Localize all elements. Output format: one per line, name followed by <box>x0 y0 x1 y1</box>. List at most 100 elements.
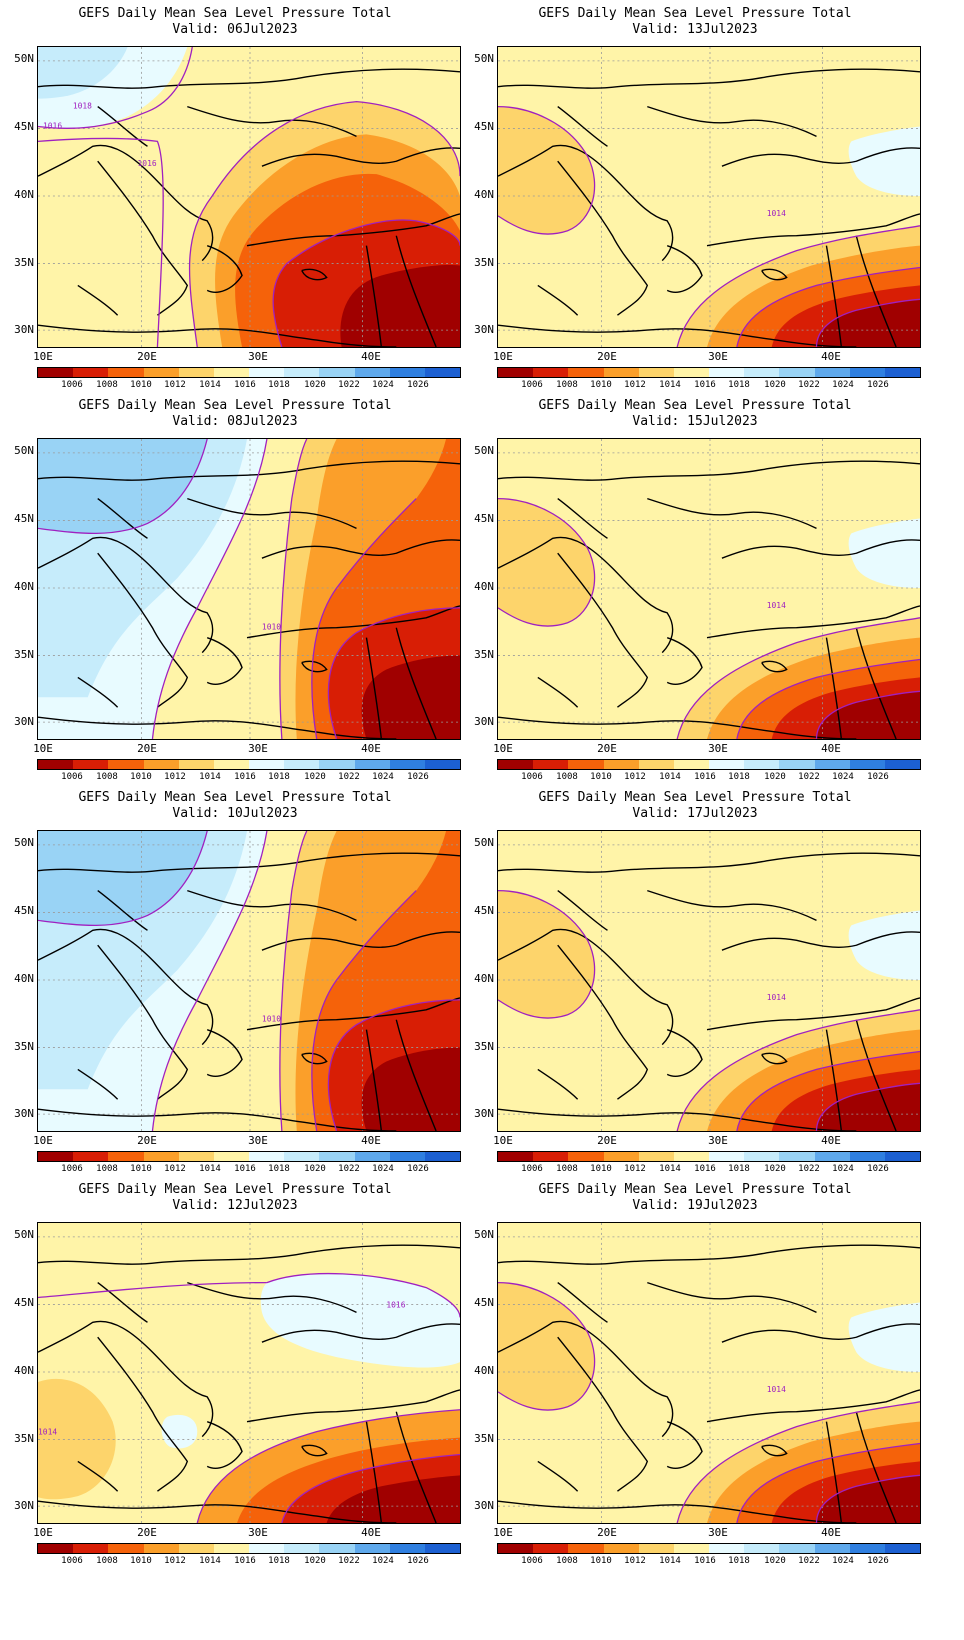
latitude-label: 30N <box>14 715 34 728</box>
coastline-border <box>557 1336 649 1492</box>
colorbar-tick-label: 1010 <box>590 380 612 390</box>
pressure-map: 1014 <box>498 1223 920 1523</box>
isobar-label: 1018 <box>73 102 92 111</box>
colorbar-swatch <box>884 760 921 769</box>
colorbar-tick-label: 1020 <box>304 772 326 782</box>
isobar-contour <box>38 1281 267 1299</box>
colorbar-tick-label: 1020 <box>764 772 786 782</box>
longitude-label: 40E <box>361 742 381 755</box>
colorbar-tick-label: 1010 <box>130 1556 152 1566</box>
colorbar-tick-label: 1024 <box>372 1556 394 1566</box>
pressure-fill-region <box>816 1475 920 1523</box>
colorbar-swatch <box>38 368 74 377</box>
colorbar-labels: 1006 1008 1010 1012 1014 1016 1018 1020 1022 1024… <box>37 380 461 392</box>
latitude-label: 35N <box>14 1432 34 1445</box>
latitude-label: 35N <box>474 648 494 661</box>
coastline-border <box>666 637 703 685</box>
panel-valid-date: Valid: 12Jul2023 <box>172 1198 298 1213</box>
pressure-fill-region <box>361 1047 460 1131</box>
colorbar-tick-label: 1016 <box>234 1164 256 1174</box>
latitude-label: 50N <box>14 1228 34 1241</box>
coastline-border <box>97 890 148 931</box>
colorbar-swatch <box>284 368 320 377</box>
map-frame: 1014 <box>497 830 921 1132</box>
isobar-contour <box>676 225 920 347</box>
colorbar-tick-label: 1016 <box>694 1556 716 1566</box>
colorbar-tick-label: 1016 <box>694 1164 716 1174</box>
coastline-border <box>206 245 243 293</box>
colorbar-tick-label: 1016 <box>694 772 716 782</box>
colorbar-tick-label: 1006 <box>61 1164 83 1174</box>
coastline-border <box>301 268 328 281</box>
coastline-border <box>557 890 608 931</box>
colorbar-tick-label: 1012 <box>164 1164 186 1174</box>
longitude-label: 30E <box>248 742 268 755</box>
colorbar-swatch <box>319 1544 355 1553</box>
colorbar-swatch <box>38 1152 74 1161</box>
colorbar-tick-label: 1026 <box>867 1556 889 1566</box>
longitude-label: 30E <box>708 1134 728 1147</box>
panel-title: GEFS Daily Mean Sea Level Pressure Total <box>538 6 852 21</box>
coastline-border <box>498 1244 920 1265</box>
isobar-contour <box>38 137 164 347</box>
coastline-border <box>77 1460 119 1492</box>
panel-valid-date: Valid: 17Jul2023 <box>632 806 758 821</box>
longitude-label: 20E <box>597 1526 617 1539</box>
colorbar-tick-label: 1024 <box>372 380 394 390</box>
colorbar-tick-label: 1012 <box>624 772 646 782</box>
colorbar-tick-label: 1014 <box>199 1556 221 1566</box>
colorbar-swatch <box>533 368 569 377</box>
coastline-border <box>38 1500 397 1523</box>
colorbar-tick-label: 1010 <box>590 1556 612 1566</box>
colorbar-swatch <box>498 1544 534 1553</box>
colorbar-tick-label: 1022 <box>338 1556 360 1566</box>
latitude-label: 45N <box>474 904 494 917</box>
colorbar <box>37 1151 461 1162</box>
coastline-border <box>537 1068 579 1100</box>
colorbar-tick-label: 1024 <box>832 1164 854 1174</box>
coastline-border <box>498 536 674 654</box>
colorbar-tick-label: 1020 <box>304 1164 326 1174</box>
colorbar-swatch <box>779 1152 815 1161</box>
colorbar-swatch <box>673 368 710 377</box>
pressure-fill-region <box>326 1475 460 1523</box>
longitude-label: 40E <box>361 350 381 363</box>
colorbar-tick-label: 1010 <box>130 772 152 782</box>
pressure-fill-region <box>816 299 920 347</box>
isobar-contour <box>676 617 920 739</box>
panel-valid-date: Valid: 15Jul2023 <box>632 414 758 429</box>
isobar-contour <box>151 831 268 1131</box>
colorbar-tick-label: 1024 <box>372 1164 394 1174</box>
colorbar-tick-label: 1008 <box>556 380 578 390</box>
coastline-border <box>498 144 674 262</box>
colorbar-swatch <box>709 760 745 769</box>
colorbar-swatch <box>143 368 179 377</box>
latitude-label: 45N <box>14 904 34 917</box>
isobar-contour <box>279 831 308 1131</box>
colorbar-swatch <box>498 368 534 377</box>
pressure-fill-region <box>38 1378 116 1500</box>
colorbar-tick-label: 1014 <box>659 772 681 782</box>
isobar-contour <box>676 1401 920 1523</box>
isobar-label: 1016 <box>386 1300 405 1309</box>
colorbar-swatch <box>779 368 815 377</box>
colorbar-swatch <box>744 760 780 769</box>
longitude-label: 10E <box>33 1526 53 1539</box>
colorbar-swatch <box>108 1544 144 1553</box>
latitude-label: 45N <box>474 120 494 133</box>
colorbar-tick-label: 1012 <box>624 1556 646 1566</box>
coastline-border <box>187 889 357 922</box>
longitude-label: 40E <box>821 1526 841 1539</box>
latitude-label: 40N <box>14 1364 34 1377</box>
coastline-border <box>206 637 243 685</box>
coastline-border <box>647 105 817 138</box>
isobar-label: 1016 <box>43 121 62 130</box>
coastline-border <box>706 213 920 247</box>
latitude-label: 50N <box>474 836 494 849</box>
coastline-border <box>557 552 649 708</box>
coastline-border <box>498 324 857 347</box>
colorbar-tick-label: 1018 <box>268 1556 290 1566</box>
coastline-border <box>498 1108 857 1131</box>
colorbar-swatch <box>779 760 815 769</box>
coastline-border <box>761 1052 788 1065</box>
